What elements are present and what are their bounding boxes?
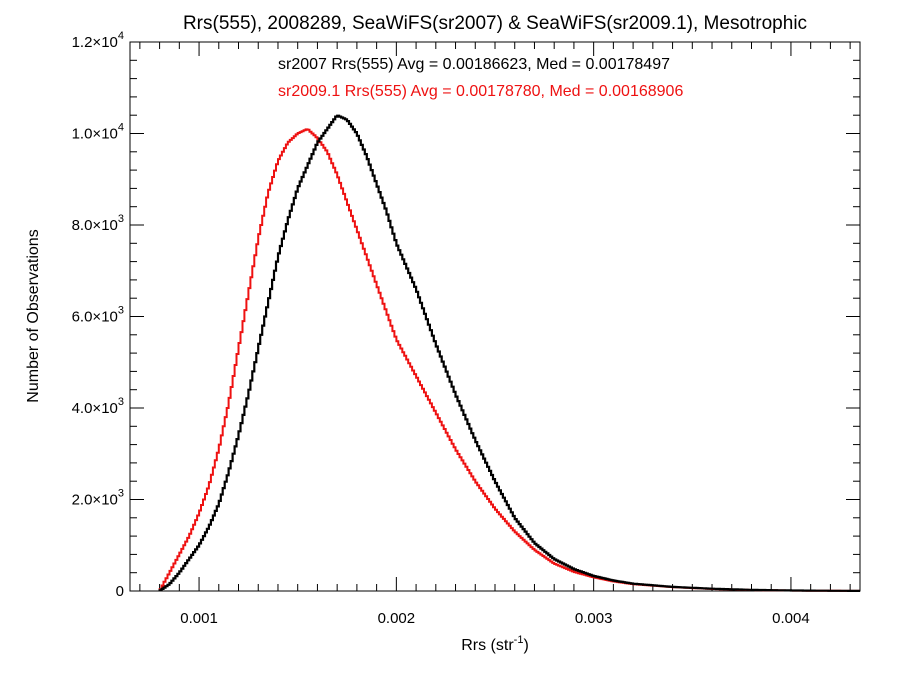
series-line-sr2009 <box>158 128 860 592</box>
chart-title: Rrs(555), 2008289, SeaWiFS(sr2007) & Sea… <box>183 13 807 34</box>
series-line-sr2007 <box>158 114 860 592</box>
x-axis-label: Rrs (str-1) <box>461 634 529 654</box>
y-tick-label: 2.0×103 <box>72 488 124 509</box>
y-axis: 0 2.0×103 4.0×103 6.0×103 8.0×103 1.0×104 1.2×… <box>72 30 860 600</box>
x-tick-label: 0.004 <box>772 610 810 627</box>
annotation-sr2009: sr2009.1 Rrs(555) Avg = 0.00178780, Med … <box>278 83 683 100</box>
y-tick-label: 1.2×104 <box>72 30 124 51</box>
x-tick-label: 0.002 <box>378 610 416 627</box>
y-tick-label: 1.0×104 <box>72 122 124 143</box>
x-tick-label: 0.003 <box>575 610 613 627</box>
y-tick-label: 8.0×103 <box>72 213 124 234</box>
y-tick-label: 6.0×103 <box>72 305 124 326</box>
y-tick-label: 0 <box>116 583 124 600</box>
x-tick-label: 0.001 <box>180 610 218 627</box>
annotation-sr2007: sr2007 Rrs(555) Avg = 0.00186623, Med = … <box>278 56 670 73</box>
y-axis-label: Number of Observations <box>25 229 42 402</box>
series-layer <box>158 114 860 592</box>
x-axis-label-tail: ) <box>523 637 528 654</box>
y-tick-label: 4.0×103 <box>72 396 124 417</box>
x-axis: 0.001 0.002 0.003 0.004 <box>139 42 851 627</box>
x-axis-label-base: Rrs (str <box>461 637 514 654</box>
x-axis-label-sup: -1 <box>514 634 524 646</box>
